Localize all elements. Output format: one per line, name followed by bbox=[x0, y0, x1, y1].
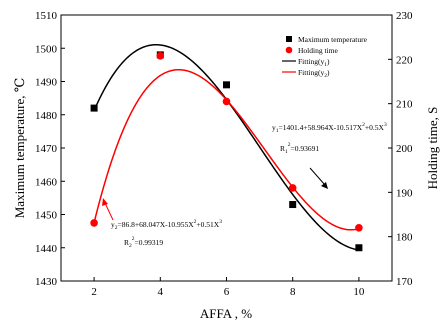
legend-marker-holding-time bbox=[285, 46, 293, 54]
x-tick-label: 6 bbox=[224, 286, 230, 298]
max-temp-point bbox=[223, 81, 230, 89]
left-y-tick-label: 1460 bbox=[35, 176, 58, 188]
legend-label-max-temp: Maximum temperature bbox=[298, 35, 368, 44]
right-y-axis-title: Holding time, S bbox=[425, 107, 440, 190]
max-temp-point bbox=[355, 244, 363, 252]
x-axis-title: AFFA , % bbox=[200, 306, 252, 321]
equation-y2: y2=86.8+68.047X-10.955X2+0.51X3 bbox=[111, 219, 222, 231]
legend-label-fit1: Fitting(y1) bbox=[298, 57, 330, 68]
left-y-axis-title: Maximum temperature, ℃ bbox=[12, 78, 27, 219]
x-tick-label: 4 bbox=[158, 286, 164, 298]
equation-y1: y1=1401.4+58.964X-10.517X2+0.5X3 bbox=[272, 122, 387, 134]
legend-label-holding-time: Holding time bbox=[298, 46, 338, 55]
legend: Maximum temperature Holding time Fitting… bbox=[282, 35, 368, 79]
right-y-axis: 170 180 190 200 210 220 230 bbox=[388, 10, 413, 288]
left-y-tick-label: 1500 bbox=[35, 43, 58, 55]
left-y-tick-label: 1490 bbox=[35, 77, 58, 89]
left-y-tick-label: 1440 bbox=[35, 243, 58, 255]
holding-time-point bbox=[288, 184, 297, 192]
x-tick-label: 8 bbox=[290, 286, 296, 298]
left-y-tick-label: 1470 bbox=[35, 143, 58, 155]
arrow-to-fit1 bbox=[309, 167, 326, 186]
right-y-tick-label: 190 bbox=[396, 187, 413, 199]
right-y-tick-label: 170 bbox=[396, 276, 413, 288]
max-temp-point bbox=[289, 201, 297, 209]
legend-marker-max-temp bbox=[286, 36, 292, 42]
left-y-tick-label: 1510 bbox=[35, 10, 58, 22]
right-y-tick-label: 220 bbox=[396, 54, 413, 66]
r-squared-2: R22=0.99319 bbox=[124, 236, 163, 249]
holding-time-point bbox=[90, 219, 98, 227]
arrow-head-fit1 bbox=[321, 182, 328, 189]
r-squared-1: R12=0.93691 bbox=[280, 142, 319, 155]
arrow-head-fit2 bbox=[102, 198, 108, 206]
legend-label-fit2: Fitting(y2) bbox=[298, 68, 330, 79]
arrow-to-fit2 bbox=[104, 202, 114, 221]
right-y-tick-label: 180 bbox=[396, 232, 413, 244]
x-axis: 2 4 6 8 10 bbox=[91, 277, 365, 298]
max-temp-point bbox=[90, 104, 98, 112]
x-tick-label: 10 bbox=[353, 286, 365, 298]
left-y-axis: 1430 1440 1450 1460 1470 1480 1490 1500 1510 bbox=[35, 10, 65, 288]
right-y-tick-label: 210 bbox=[396, 99, 413, 111]
left-y-tick-label: 1430 bbox=[35, 276, 58, 288]
plot-frame bbox=[60, 14, 393, 282]
left-y-tick-label: 1480 bbox=[35, 110, 58, 122]
holding-time-point bbox=[156, 51, 165, 60]
holding-time-point bbox=[222, 97, 231, 106]
right-y-tick-label: 230 bbox=[396, 10, 413, 22]
holding-time-point bbox=[355, 224, 363, 232]
fitting-curve-y2 bbox=[93, 68, 360, 231]
right-y-tick-label: 200 bbox=[396, 143, 413, 155]
left-y-tick-label: 1450 bbox=[35, 210, 58, 222]
x-tick-label: 2 bbox=[91, 286, 97, 298]
